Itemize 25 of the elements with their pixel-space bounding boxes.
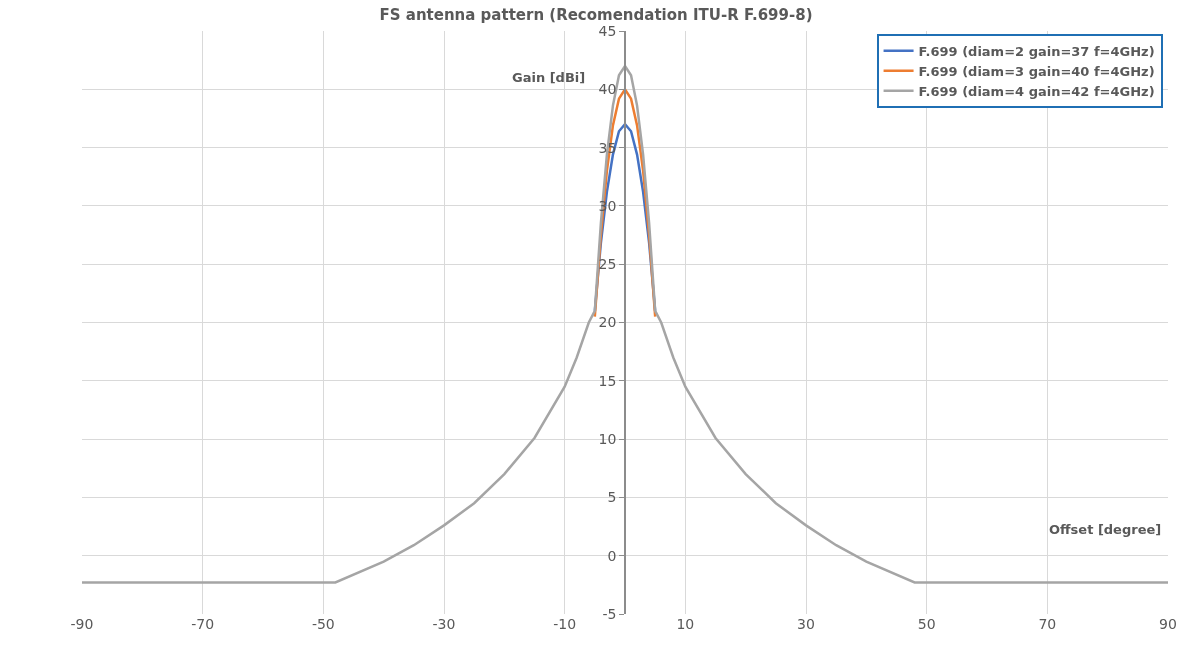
legend-label: F.699 (diam=3 gain=40 f=4GHz) — [918, 63, 1155, 79]
x-tick-label: -30 — [432, 616, 456, 632]
x-tick-label: -90 — [70, 616, 94, 632]
y-tick-label: 0 — [607, 547, 617, 564]
y-tick-label: 20 — [598, 314, 617, 331]
y-tick-label: 45 — [598, 22, 617, 39]
y-tick-label: -5 — [602, 605, 617, 622]
line-series — [82, 64, 1168, 584]
y-tick-label: 5 — [607, 489, 617, 506]
y-tick-label: 10 — [598, 431, 617, 447]
x-tick-label: -50 — [311, 616, 335, 632]
y-tick-label: 15 — [598, 372, 617, 389]
x-tick-label: 10 — [676, 616, 695, 632]
x-tick-label: 70 — [1038, 616, 1057, 632]
legend-label: F.699 (diam=4 gain=42 f=4GHz) — [918, 83, 1155, 99]
y-tick-label: 40 — [598, 81, 617, 98]
legend-label: F.699 (diam=2 gain=37 f=4GHz) — [918, 43, 1155, 59]
chart-title: FS antenna pattern (Recomendation ITU-R F.699-8) — [379, 6, 813, 25]
y-axis-title: Gain [dBi] — [512, 70, 586, 85]
x-tick-label: -70 — [191, 616, 215, 632]
x-tick-label: 30 — [797, 616, 815, 632]
x-tick-label: 50 — [917, 616, 936, 632]
x-axis-title: Offset [degree] — [1049, 522, 1162, 537]
x-tick-label: -10 — [553, 616, 577, 632]
x-tick-label: 90 — [1159, 616, 1177, 632]
